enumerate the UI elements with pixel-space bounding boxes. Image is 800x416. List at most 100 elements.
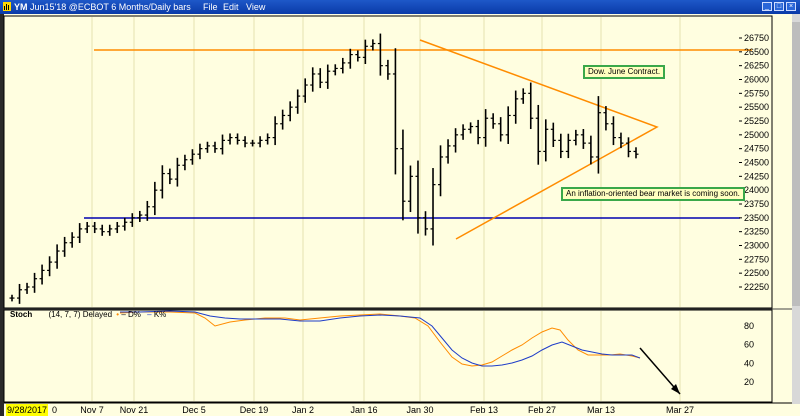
scrollbar-thumb[interactable] (792, 22, 800, 306)
price-grid (91, 17, 681, 307)
stoch-tick-label: 40 (744, 358, 754, 368)
price-bar (310, 67, 316, 92)
price-tick-label: 22750 (744, 254, 769, 264)
stoch-legend-k: K% (153, 310, 167, 319)
price-tick-label: 26250 (744, 61, 769, 71)
bear-market-annotation: An inflation-oriented bear market is com… (561, 187, 745, 201)
price-bar (543, 119, 549, 162)
price-bar (355, 50, 361, 62)
price-tick-label: 22250 (744, 282, 769, 292)
price-bar (317, 68, 323, 89)
price-bar (573, 129, 579, 146)
title-bar[interactable]: YM Jun15'18 @ECBOT 6 Months/Daily bars F… (0, 0, 800, 14)
price-bar (498, 117, 504, 142)
minimize-button[interactable]: _ (762, 2, 772, 11)
price-bars (9, 33, 639, 304)
price-bar (265, 133, 271, 145)
price-bar (77, 223, 83, 244)
price-bar (272, 116, 278, 146)
price-tick-label: 23250 (744, 227, 769, 237)
date-tick-label: Nov 21 (120, 405, 149, 415)
close-button[interactable]: × (786, 2, 796, 11)
menu-view[interactable]: View (246, 2, 266, 12)
price-bar (159, 165, 165, 199)
price-bar (422, 211, 428, 236)
price-bar (633, 147, 639, 159)
price-bar (174, 157, 180, 187)
price-tick-label: 24000 (744, 185, 769, 195)
price-bar (392, 48, 398, 175)
price-bar (69, 232, 75, 248)
price-tick-label: 25750 (744, 88, 769, 98)
price-bar (332, 64, 338, 76)
price-tick-label: 23000 (744, 241, 769, 251)
price-bar (595, 96, 601, 174)
price-bar (407, 165, 413, 213)
price-bar (468, 122, 474, 134)
price-bar (122, 217, 128, 231)
stoch-tick-label: 20 (744, 377, 754, 387)
svg-text:0: 0 (52, 405, 57, 415)
price-bar (513, 90, 519, 124)
stoch-tick-label: 80 (744, 321, 754, 331)
price-bar (182, 154, 188, 171)
price-bar (415, 160, 421, 234)
chart-canvas[interactable]: 26750 26500 26250 26000 25750 25500 25250 25000… (0, 14, 800, 416)
price-bar (17, 283, 23, 304)
date-tick-label: Dec 5 (182, 405, 206, 415)
price-tick-label: 25250 (744, 116, 769, 126)
price-tick-label: 25500 (744, 102, 769, 112)
symbol-label: YM (14, 2, 28, 12)
date-tick-label: Feb 27 (528, 405, 556, 415)
date-tick-label: Nov 7 (80, 405, 104, 415)
contract-annotation: Dow. June Contract. (583, 65, 666, 79)
stoch-grid (91, 311, 681, 401)
left-edge (0, 14, 4, 416)
price-bar (257, 136, 263, 148)
price-bar (535, 104, 541, 165)
chart-app-icon (3, 2, 11, 11)
price-bar (460, 124, 466, 140)
price-bar (625, 137, 631, 158)
date-tick-label: Mar 27 (666, 405, 694, 415)
price-panel-frame (3, 15, 773, 309)
stoch-down-arrow (639, 347, 681, 395)
price-bar (385, 59, 391, 80)
price-bar (377, 33, 383, 76)
price-tick-label: 26000 (744, 75, 769, 85)
stoch-d-line (119, 311, 641, 367)
price-bar (250, 139, 256, 147)
price-bar (84, 221, 90, 234)
stoch-label: Stoch (14, 7, 7) Delayed • – D% – K% (10, 310, 167, 319)
price-bar (340, 57, 346, 74)
arrow-head-icon (671, 384, 680, 394)
price-bar (114, 221, 120, 234)
price-bar (137, 210, 143, 222)
price-bar (580, 129, 586, 149)
price-tick-label: 24750 (744, 144, 769, 154)
menu-edit[interactable]: Edit (223, 2, 239, 12)
price-bar (347, 48, 353, 69)
price-bar (92, 221, 98, 234)
price-bar (302, 78, 308, 103)
price-bar (565, 133, 571, 159)
price-bar (528, 82, 534, 130)
triangle-pattern (419, 39, 659, 240)
price-bar (152, 181, 158, 216)
price-bar (107, 224, 113, 236)
price-bar (618, 132, 624, 149)
price-bar (280, 109, 286, 130)
start-date-label: 9/28/2017 (6, 404, 49, 416)
price-bar (505, 106, 511, 144)
price-bar (99, 224, 105, 236)
menu-file[interactable]: File (203, 2, 218, 12)
maximize-button[interactable]: □ (774, 2, 784, 11)
price-bar (39, 264, 45, 285)
price-tick-label: 23500 (744, 213, 769, 223)
window-title: Jun15'18 @ECBOT 6 Months/Daily bars (30, 2, 191, 12)
price-bar (227, 133, 233, 145)
price-bar (325, 64, 331, 89)
price-bar (287, 101, 293, 122)
price-tick-label: 23750 (744, 199, 769, 209)
